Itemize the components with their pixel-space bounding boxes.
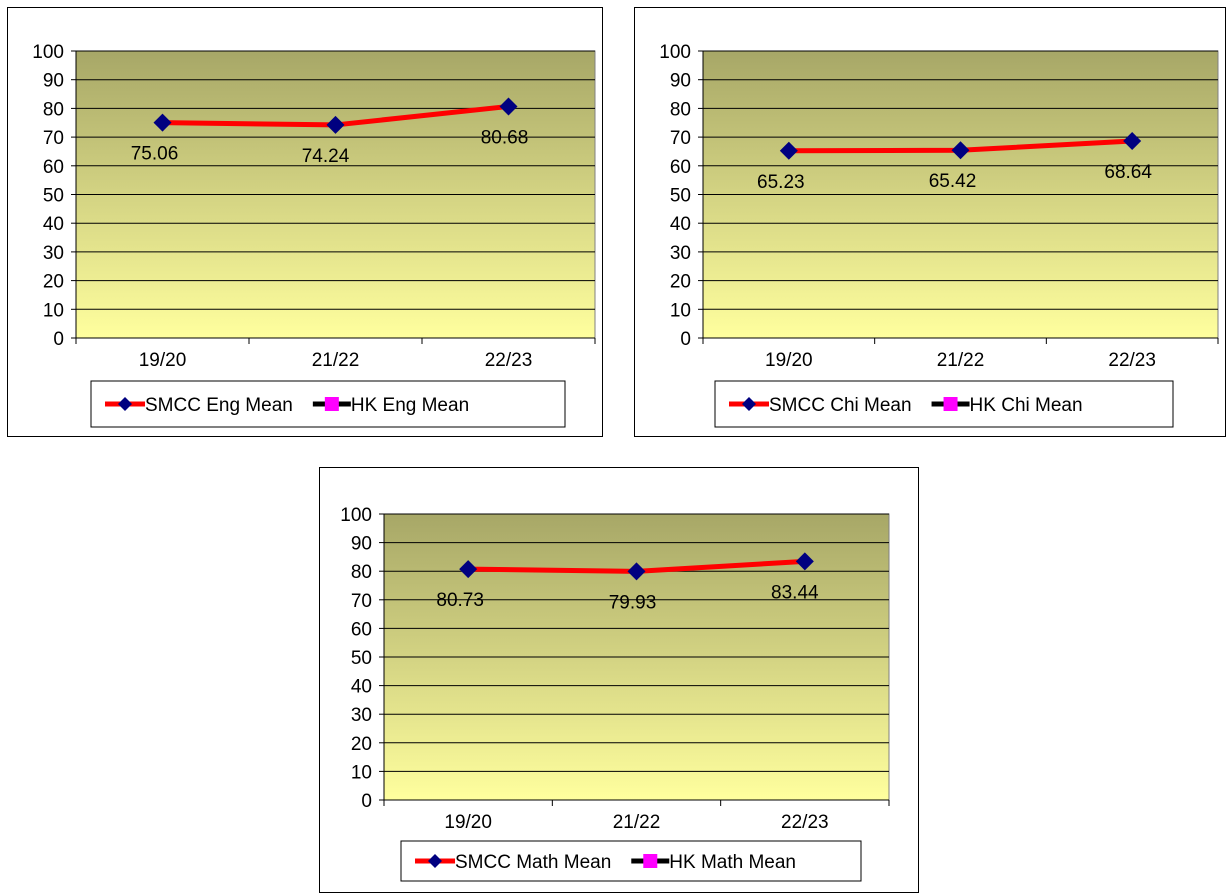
y-tick-label: 90 xyxy=(43,71,64,92)
legend-box xyxy=(400,840,862,882)
data-point xyxy=(326,115,345,134)
legend-label: HK Math Mean xyxy=(669,852,796,873)
y-tick-label: 70 xyxy=(43,128,64,149)
data-label: 74.24 xyxy=(302,146,350,167)
chart-math-svg: 0 10 20 30 40 50 60 70 80 90 100 19/20 21/22 22/23 80.… xyxy=(340,505,890,882)
y-tick-label: 100 xyxy=(340,505,372,526)
data-point xyxy=(153,113,172,132)
data-label: 80.68 xyxy=(481,127,529,148)
data-point xyxy=(627,562,646,581)
legend-label: SMCC Chi Mean xyxy=(769,395,912,416)
y-tick-label: 100 xyxy=(32,42,64,63)
y-tick-label: 100 xyxy=(659,42,691,63)
x-tick-label: 22/23 xyxy=(781,812,829,833)
y-tick-label: 90 xyxy=(351,534,372,555)
y-tick-label: 70 xyxy=(351,591,372,612)
chart-eng: 0 10 20 30 40 50 60 70 80 90 100 19/20 21/22 22/23 75.… xyxy=(7,7,603,437)
legend-label: SMCC Eng Mean xyxy=(145,395,293,416)
legend-marker xyxy=(643,854,658,868)
x-tick-label: 19/20 xyxy=(765,350,813,371)
legend-marker xyxy=(943,397,958,411)
data-label: 79.93 xyxy=(609,592,657,613)
x-tick-label: 21/22 xyxy=(312,350,360,371)
y-tick-label: 20 xyxy=(351,734,372,755)
y-tick-label: 30 xyxy=(43,243,64,264)
x-tick-label: 19/20 xyxy=(139,350,187,371)
data-label: 83.44 xyxy=(771,582,819,603)
y-tick-label: 50 xyxy=(43,186,64,207)
y-tick-label: 30 xyxy=(670,243,691,264)
legend-label: SMCC Math Mean xyxy=(455,852,611,873)
y-tick-label: 20 xyxy=(43,272,64,293)
data-point xyxy=(1123,132,1142,151)
chart-chi: 0 10 20 30 40 50 60 70 80 90 100 19/20 21/22 22/23 65.… xyxy=(634,7,1226,437)
y-tick-label: 0 xyxy=(53,329,64,350)
legend-label: HK Chi Mean xyxy=(970,395,1083,416)
y-tick-label: 40 xyxy=(670,214,691,235)
y-tick-label: 60 xyxy=(43,157,64,178)
x-tick-label: 19/20 xyxy=(444,812,492,833)
data-point xyxy=(779,141,798,160)
legend-marker xyxy=(118,397,132,411)
y-tick-label: 70 xyxy=(670,128,691,149)
y-tick-label: 50 xyxy=(670,186,691,207)
y-tick-label: 80 xyxy=(670,99,691,120)
y-tick-label: 80 xyxy=(43,99,64,120)
data-label: 80.73 xyxy=(436,590,484,611)
legend-marker xyxy=(324,397,339,411)
data-point xyxy=(951,141,970,160)
chart-math: 0 10 20 30 40 50 60 70 80 90 100 19/20 21/22 22/23 80.… xyxy=(319,467,919,893)
data-label: 68.64 xyxy=(1104,162,1152,183)
legend-marker xyxy=(428,854,442,868)
y-tick-label: 40 xyxy=(43,214,64,235)
legend-marker xyxy=(742,397,756,411)
data-point xyxy=(459,560,478,579)
legend-label: HK Eng Mean xyxy=(351,395,469,416)
y-tick-label: 90 xyxy=(670,71,691,92)
chart-eng-svg: 0 10 20 30 40 50 60 70 80 90 100 19/20 21/22 22/23 75.… xyxy=(32,42,596,428)
y-tick-label: 60 xyxy=(670,157,691,178)
data-label: 65.23 xyxy=(757,172,805,193)
y-tick-label: 50 xyxy=(351,648,372,669)
y-tick-label: 10 xyxy=(43,300,64,321)
y-tick-label: 60 xyxy=(351,619,372,640)
x-tick-label: 21/22 xyxy=(937,350,985,371)
y-tick-label: 10 xyxy=(351,762,372,783)
y-tick-label: 0 xyxy=(361,791,372,812)
y-tick-label: 0 xyxy=(680,329,691,350)
y-tick-label: 40 xyxy=(351,677,372,698)
data-label: 65.42 xyxy=(929,171,977,192)
x-tick-label: 22/23 xyxy=(485,350,533,371)
y-tick-label: 10 xyxy=(670,300,691,321)
y-tick-label: 80 xyxy=(351,562,372,583)
y-tick-label: 30 xyxy=(351,705,372,726)
data-point xyxy=(795,552,814,571)
y-tick-label: 20 xyxy=(670,272,691,293)
chart-chi-svg: 0 10 20 30 40 50 60 70 80 90 100 19/20 21/22 22/23 65.… xyxy=(659,42,1219,428)
data-point xyxy=(499,97,518,116)
x-tick-label: 21/22 xyxy=(613,812,661,833)
x-tick-label: 22/23 xyxy=(1108,350,1156,371)
data-label: 75.06 xyxy=(131,144,179,165)
